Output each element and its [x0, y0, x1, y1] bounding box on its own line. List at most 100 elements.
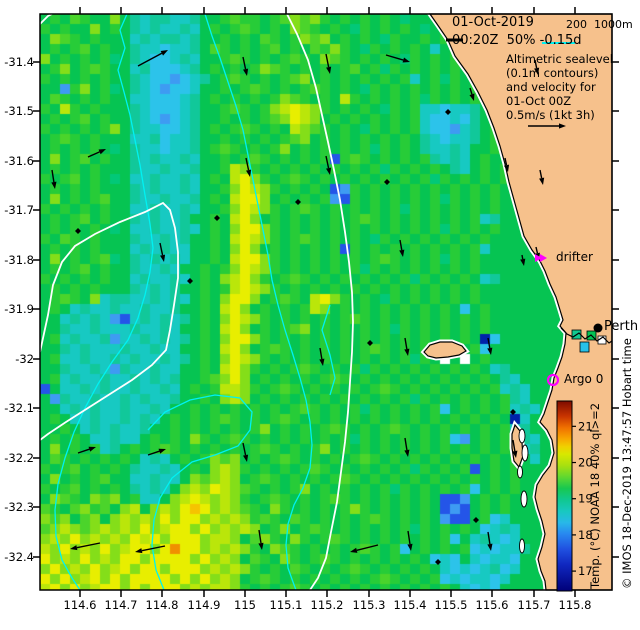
colorbar-tick-label: 20 — [578, 456, 593, 470]
weak-velocity-dot — [187, 278, 193, 284]
velocity-vector — [137, 52, 163, 67]
velocity-vector-head — [246, 169, 252, 177]
coastal-lake — [520, 490, 528, 508]
x-axis-tick-label: 115.2 — [310, 598, 344, 612]
x-axis-tick-label: 115.8 — [558, 598, 592, 612]
velocity-vector — [51, 169, 55, 183]
y-axis-tick-label: -32.3 — [4, 500, 34, 514]
velocity-vector-head — [350, 547, 358, 553]
velocity-vector-head — [399, 249, 405, 257]
velocity-vector — [77, 448, 90, 454]
perth-city-dot — [593, 323, 603, 333]
y-axis-tick-label: -32.4 — [4, 550, 34, 564]
velocity-vector — [487, 337, 491, 349]
coastal-lake — [517, 465, 523, 479]
velocity-vector-head — [243, 454, 249, 462]
velocity-vector-head — [503, 164, 510, 172]
velocity-vector-head — [487, 543, 493, 551]
velocity-vector-head — [158, 448, 166, 454]
colorbar — [556, 400, 573, 592]
y-axis-tick-label: -31.5 — [4, 104, 34, 118]
y-axis-tick-label: -32 — [15, 352, 34, 366]
weak-velocity-dot — [473, 517, 479, 523]
legend-desc-line: 0.5m/s (1kt 3h) — [506, 108, 595, 122]
copyright-text: © IMOS 18-Dec-2019 13:47:57 Hobart time — [620, 338, 634, 589]
isobath-label: 200 1000m — [566, 18, 633, 31]
velocity-vector — [76, 542, 101, 549]
y-axis-tick-label: -31.4 — [4, 55, 34, 69]
velocity-vector-head — [160, 50, 168, 56]
velocity-vector — [385, 54, 404, 61]
coastal-lake — [518, 428, 526, 444]
velocity-vector — [399, 239, 403, 251]
y-axis-tick-label: -32.1 — [4, 401, 34, 415]
velocity-vector — [407, 530, 411, 545]
weak-velocity-dot — [75, 228, 81, 234]
map-frame — [39, 13, 613, 591]
x-axis-tick-label: 115.1 — [269, 598, 303, 612]
velocity-vector-head — [534, 67, 540, 75]
drifter-label: drifter — [556, 250, 593, 264]
legend-desc-line: (0.1m contours) — [506, 66, 599, 80]
velocity-vector-head — [326, 66, 332, 74]
argo-label: Argo 0 — [564, 372, 604, 386]
weak-velocity-dot — [295, 199, 301, 205]
x-axis-tick-label: 114.7 — [104, 598, 138, 612]
velocity-vector-head — [404, 348, 410, 356]
velocity-vector-head — [539, 177, 545, 185]
obs-time-line: 00:20Z 50% -0.15d — [452, 33, 582, 48]
velocity-vector — [258, 529, 262, 544]
velocity-vector — [325, 155, 330, 169]
argo-float-icon — [546, 373, 560, 387]
weak-velocity-dot — [214, 215, 220, 221]
velocity-vector — [87, 151, 100, 158]
drifter-arrow-icon — [535, 254, 542, 262]
sealevel-contour-white — [39, 201, 179, 441]
velocity-vector-head — [404, 449, 410, 457]
velocity-vector — [534, 59, 538, 69]
weak-velocity-dot — [510, 409, 516, 415]
weak-velocity-dot — [445, 109, 451, 115]
velocity-vector — [487, 531, 491, 545]
legend-desc-line: 01-Oct 00Z — [506, 94, 572, 108]
velocity-vector — [141, 545, 166, 552]
weak-velocity-dot — [367, 340, 373, 346]
velocity-vector — [242, 56, 247, 70]
estuary-cell — [579, 341, 590, 353]
velocity-vector — [159, 242, 164, 256]
colorbar-title: Temp. (°C) NOAA 18 40% ql>=2 — [588, 402, 602, 589]
x-axis-tick-label: 115.5 — [434, 598, 468, 612]
velocity-scale-arrow-head — [559, 123, 566, 129]
weak-velocity-dot — [384, 179, 390, 185]
velocity-vector-head — [512, 450, 518, 458]
velocity-vector-head — [160, 254, 166, 262]
velocity-vector — [535, 246, 539, 254]
velocity-vector-head — [70, 545, 78, 551]
velocity-vector — [404, 437, 408, 451]
x-axis-tick-label: 115.6 — [475, 598, 509, 612]
velocity-vector — [325, 53, 330, 68]
x-axis-tick-label: 115.3 — [352, 598, 386, 612]
velocity-vector-head — [135, 548, 143, 554]
velocity-vector-head — [326, 167, 332, 175]
velocity-vector-head — [98, 149, 106, 155]
legend-description: Altimetric sealevel (0.1m contours) and ve… — [506, 52, 613, 122]
velocity-vector-head — [88, 446, 96, 452]
y-axis-tick-label: -31.6 — [4, 154, 34, 168]
coastal-lake — [519, 538, 525, 554]
velocity-vector-head — [243, 68, 249, 76]
weak-velocity-dot — [435, 559, 441, 565]
velocity-vector — [521, 254, 524, 260]
velocity-vector — [319, 347, 323, 360]
velocity-vector — [404, 337, 408, 350]
velocity-vector-head — [520, 258, 526, 266]
velocity-vector — [245, 157, 250, 171]
colorbar-tick-label: 18 — [578, 528, 593, 542]
velocity-vector — [242, 442, 247, 456]
drifter-arrow-icon — [540, 254, 547, 262]
velocity-vector-head — [51, 181, 57, 189]
velocity-vector — [539, 169, 543, 179]
x-axis-tick-label: 114.9 — [187, 598, 221, 612]
y-axis-tick-label: -31.8 — [4, 253, 34, 267]
